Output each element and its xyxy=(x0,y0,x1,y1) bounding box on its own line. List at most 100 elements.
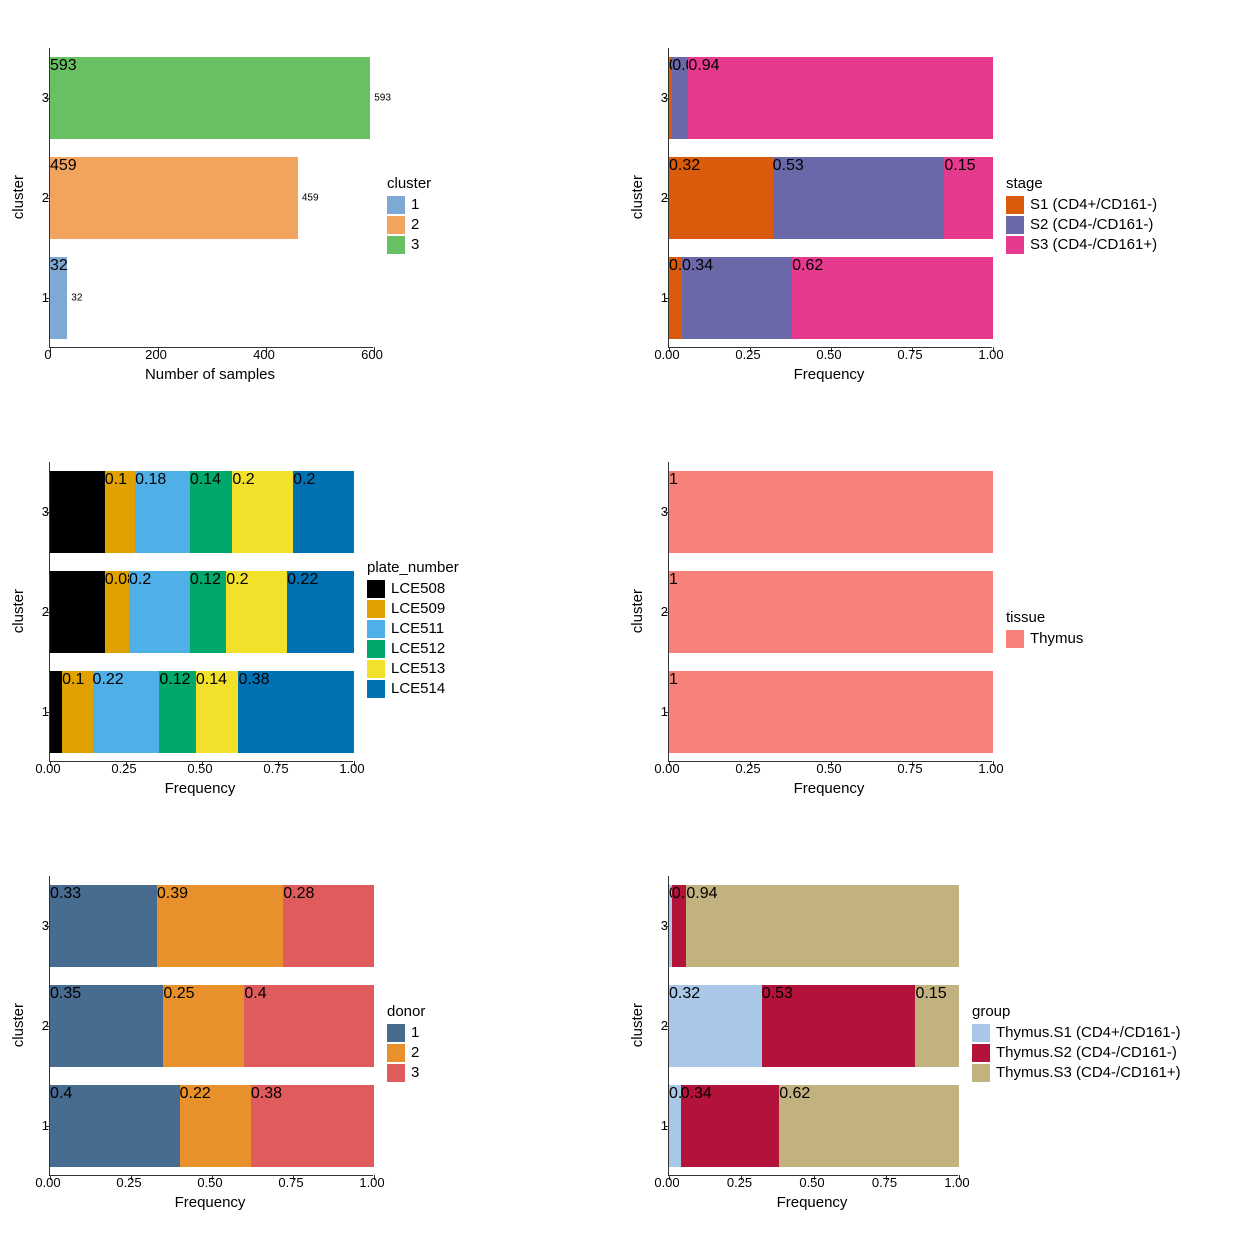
plot-block: cluster3210.040.340.620.320.530.150.010.… xyxy=(629,48,992,383)
bar-value-label: 593 xyxy=(374,92,391,103)
x-axis-label: Frequency xyxy=(667,366,991,383)
bar-segment: 0.4 xyxy=(50,1085,180,1167)
legend-swatch xyxy=(1006,216,1024,234)
legend-label: LCE513 xyxy=(391,660,445,677)
x-ticks: 0.000.250.500.751.00 xyxy=(48,762,352,778)
legend-swatch xyxy=(972,1044,990,1062)
bar-row-1: 32 xyxy=(50,257,67,339)
panel-group: cluster3210.040.340.620.320.530.150.010.… xyxy=(629,848,1238,1238)
plot-block: cluster3210.040.10.220.120.140.380.180.0… xyxy=(10,462,353,797)
bar-segment: 0.33 xyxy=(50,885,157,967)
legend-label: Thymus.S3 (CD4-/CD161+) xyxy=(996,1064,1181,1081)
legend-item: 2 xyxy=(387,216,431,234)
x-ticks: 0.000.250.500.751.00 xyxy=(667,348,991,364)
bar-segment: 0.08 xyxy=(105,571,129,653)
legend-item: LCE513 xyxy=(367,660,459,678)
x-tick-label: 0.75 xyxy=(872,1176,897,1189)
legend-item: LCE512 xyxy=(367,640,459,658)
bar-row-3: 1 xyxy=(669,471,993,553)
plot-row: cluster3210.040.340.620.320.530.150.010.… xyxy=(629,876,958,1176)
plot-row: cluster3210.40.220.380.350.250.40.330.39… xyxy=(10,876,373,1176)
panel-samples: cluster32132324594595935930200400600Numb… xyxy=(10,20,619,410)
x-tick-label: 0.25 xyxy=(111,762,136,775)
x-tick-label: 0.25 xyxy=(727,1176,752,1189)
legend-swatch xyxy=(367,580,385,598)
x-tick-label: 0.50 xyxy=(187,762,212,775)
legend-swatch xyxy=(1006,630,1024,648)
x-axis-label: Number of samples xyxy=(48,366,372,383)
bar-segment: 0.1 xyxy=(105,471,135,553)
legend-swatch xyxy=(367,660,385,678)
x-tick-label: 0.50 xyxy=(197,1176,222,1189)
x-ticks: 0.000.250.500.751.00 xyxy=(667,1176,957,1192)
legend-item: 1 xyxy=(387,196,431,214)
legend-label: LCE514 xyxy=(391,680,445,697)
bar-segment: 0.12 xyxy=(190,571,226,653)
bar-row-3: 593 xyxy=(50,57,370,139)
bar-segment: 459 xyxy=(50,157,298,239)
legend-item: Thymus.S2 (CD4-/CD161-) xyxy=(972,1044,1181,1062)
legend-swatch xyxy=(367,680,385,698)
legend-swatch xyxy=(972,1064,990,1082)
plot-row: cluster3210.040.10.220.120.140.380.180.0… xyxy=(10,462,353,762)
bar-segment: 0.53 xyxy=(773,157,945,239)
legend-item: S3 (CD4-/CD161+) xyxy=(1006,236,1157,254)
x-tick-label: 200 xyxy=(145,348,167,361)
x-ticks-wrap: 0.000.250.500.751.00 xyxy=(630,348,991,364)
legend-item: 1 xyxy=(387,1024,425,1042)
legend-label: Thymus.S1 (CD4+/CD161-) xyxy=(996,1024,1181,1041)
bar-segment: 0.62 xyxy=(779,1085,959,1167)
legend-swatch xyxy=(972,1024,990,1042)
legend-swatch xyxy=(387,196,405,214)
plot-area: 3232459459593593 xyxy=(49,48,373,348)
bar-row-1: 0.40.220.38 xyxy=(50,1085,374,1167)
legend-group: groupThymus.S1 (CD4+/CD161-)Thymus.S2 (C… xyxy=(972,1003,1181,1084)
x-tick-label: 0.00 xyxy=(35,762,60,775)
bar-segment: 0.34 xyxy=(682,257,792,339)
legend-item: LCE508 xyxy=(367,580,459,598)
legend-swatch xyxy=(387,1064,405,1082)
bar-row-1: 0.040.340.62 xyxy=(669,1085,959,1167)
x-ticks-wrap: 0.000.250.500.751.00 xyxy=(630,1176,957,1192)
legend-title: plate_number xyxy=(367,559,459,576)
x-tick-label: 1.00 xyxy=(978,348,1003,361)
bar-segment: 32 xyxy=(50,257,67,339)
x-tick-label: 0.00 xyxy=(654,1176,679,1189)
legend-stage: stageS1 (CD4+/CD161-)S2 (CD4-/CD161-)S3 … xyxy=(1006,175,1157,256)
chart-grid: cluster32132324594595935930200400600Numb… xyxy=(0,0,1248,1248)
legend-swatch xyxy=(367,620,385,638)
legend-samples: cluster123 xyxy=(387,175,431,256)
plot-row: cluster3213232459459593593 xyxy=(10,48,373,348)
bar-row-2: 0.350.250.4 xyxy=(50,985,374,1067)
legend-label: S2 (CD4-/CD161-) xyxy=(1030,216,1153,233)
x-tick-label: 1.00 xyxy=(944,1176,969,1189)
y-axis-label: cluster xyxy=(629,175,646,219)
legend-swatch xyxy=(387,216,405,234)
legend-item: LCE509 xyxy=(367,600,459,618)
bar-segment: 0.18 xyxy=(50,471,105,553)
bar-segment: 0.53 xyxy=(762,985,916,1067)
bar-segment: 0.2 xyxy=(293,471,354,553)
bar-row-2: 0.320.530.15 xyxy=(669,157,993,239)
bar-row-2: 0.180.080.20.120.20.22 xyxy=(50,571,354,653)
x-tick-label: 1.00 xyxy=(359,1176,384,1189)
legend-title: stage xyxy=(1006,175,1157,192)
bar-segment: 0.22 xyxy=(93,671,160,753)
x-tick-label: 0.25 xyxy=(735,348,760,361)
bar-segment: 593 xyxy=(50,57,370,139)
legend-item: LCE514 xyxy=(367,680,459,698)
x-ticks-wrap: 0.000.250.500.751.00 xyxy=(11,1176,372,1192)
legend-label: LCE511 xyxy=(391,620,444,637)
bar-row-3: 0.330.390.28 xyxy=(50,885,374,967)
x-axis-label: Frequency xyxy=(48,1194,372,1211)
legend-item: Thymus.S3 (CD4-/CD161+) xyxy=(972,1064,1181,1082)
legend-label: 1 xyxy=(411,1024,419,1041)
legend-item: LCE511 xyxy=(367,620,459,638)
legend-label: LCE509 xyxy=(391,600,445,617)
bar-segment: 0.25 xyxy=(163,985,244,1067)
bar-segment: 0.34 xyxy=(681,1085,780,1167)
legend-label: LCE508 xyxy=(391,580,445,597)
bar-row-2: 459 xyxy=(50,157,298,239)
bar-segment: 0.38 xyxy=(238,671,354,753)
bar-segment: 0.14 xyxy=(190,471,233,553)
